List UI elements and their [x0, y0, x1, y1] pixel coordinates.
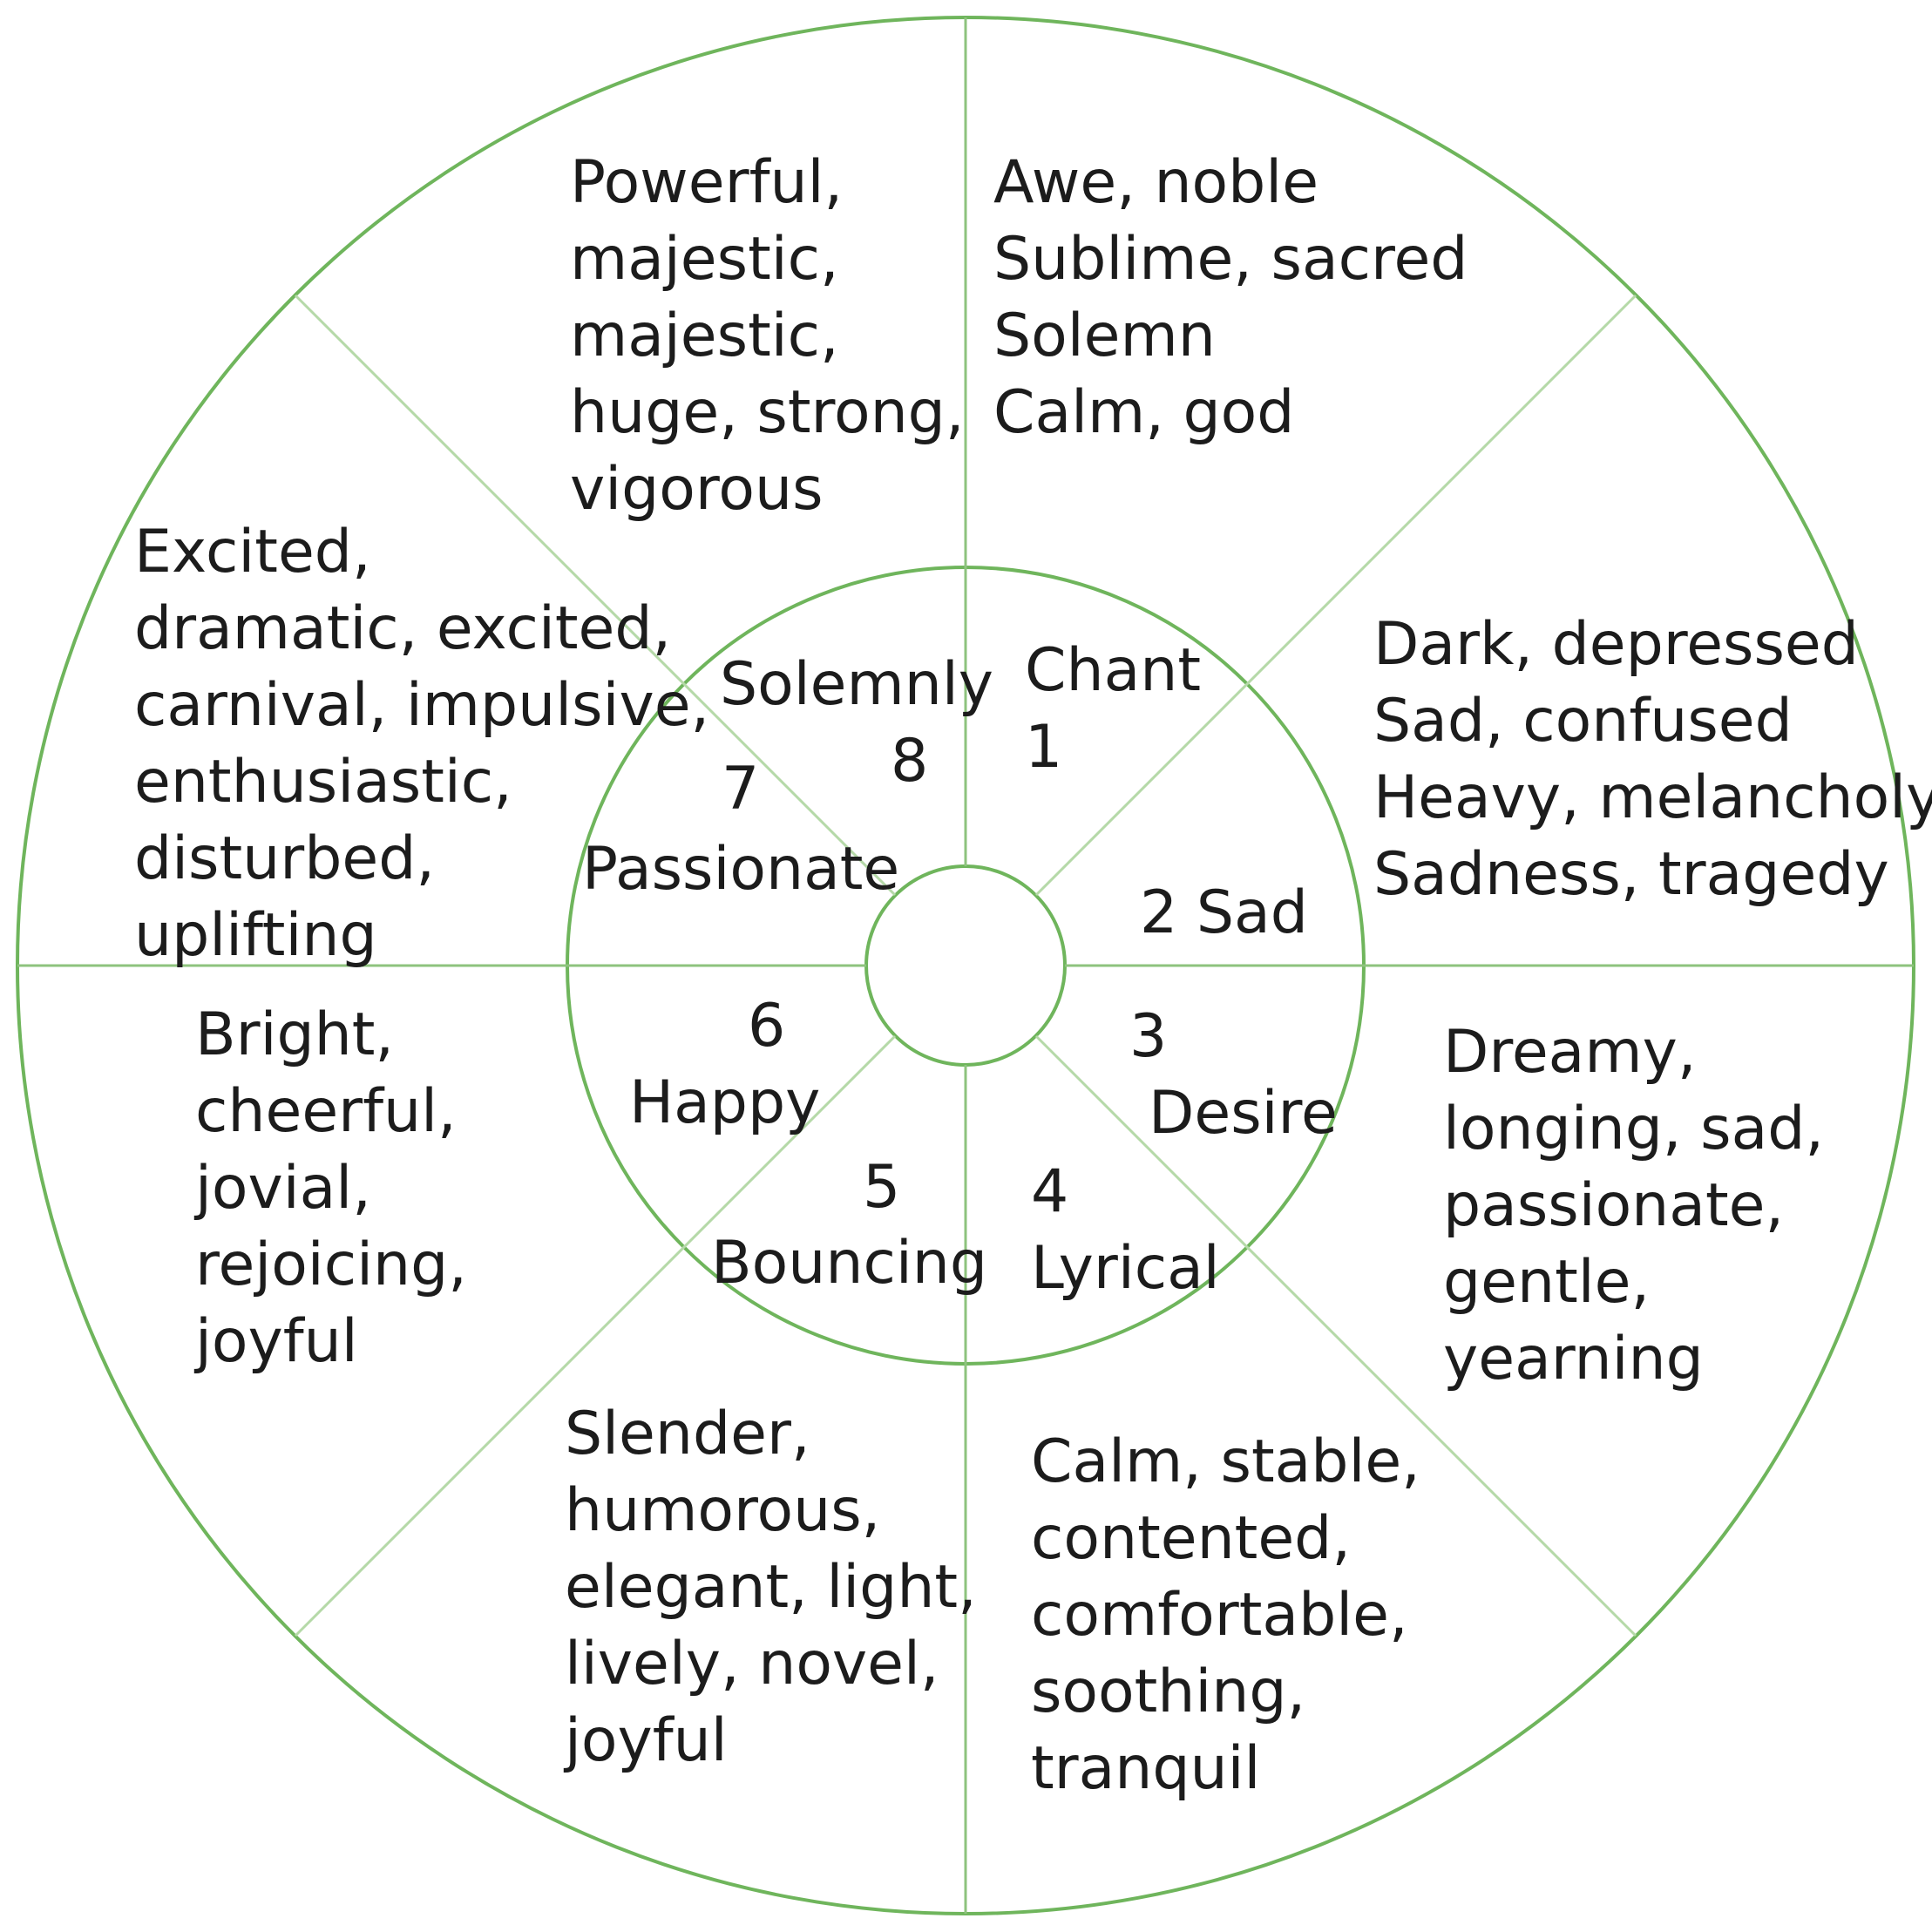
descriptor-line: contented, — [1031, 1504, 1351, 1573]
segment-8-name: Solemnly — [720, 650, 993, 719]
descriptor-line: joyful — [563, 1706, 728, 1775]
descriptor-line: elegant, light, — [565, 1553, 977, 1622]
segment-6-number: 6 — [748, 992, 785, 1061]
descriptor-line: disturbed, — [134, 824, 435, 893]
segment-5-name: Bouncing — [711, 1229, 987, 1298]
descriptor-line: vigorous — [570, 455, 824, 524]
descriptor-line: Awe, noble — [993, 148, 1319, 217]
segment-1-name: Chant — [1025, 636, 1201, 705]
descriptor-line: Excited, — [134, 518, 371, 586]
segment-3-name: Desire — [1149, 1079, 1338, 1148]
descriptor-line: Calm, god — [993, 378, 1294, 447]
segment-3-number: 3 — [1129, 1002, 1167, 1071]
descriptor-line: Slender, — [565, 1400, 810, 1468]
descriptor-line: Dreamy, — [1443, 1018, 1696, 1087]
descriptor-line: huge, strong, — [570, 378, 964, 447]
descriptor-line: jovial, — [193, 1154, 371, 1223]
descriptor-line: Solemn — [993, 302, 1216, 370]
segment-4-number: 4 — [1031, 1157, 1068, 1226]
segment-2-label: 2 Sad — [1140, 878, 1308, 947]
descriptor-line: Dark, depressed — [1373, 610, 1859, 679]
segment-1-descriptors: Awe, noble Sublime, sacred Solemn Calm, … — [993, 148, 1487, 447]
descriptor-line: majestic, — [570, 302, 839, 370]
segment-2-descriptors: Dark, depressed Sad, confused Heavy, mel… — [1373, 610, 1932, 909]
descriptor-line: Sad, confused — [1373, 687, 1793, 756]
segment-4-name: Lyrical — [1031, 1234, 1220, 1303]
descriptor-line: carnival, impulsive, — [134, 671, 709, 740]
descriptor-line: humorous, — [565, 1476, 880, 1545]
descriptor-line: longing, sad, — [1443, 1095, 1824, 1163]
segment-4-descriptors: Calm, stable, contented, comfortable, so… — [1031, 1427, 1439, 1803]
segment-6-descriptors: Bright, cheerful, jovial, rejoicing, joy… — [193, 1000, 485, 1376]
divider-top-right — [1034, 294, 1637, 897]
descriptor-line: enthusiastic, — [134, 748, 512, 817]
divider-bottom-right — [1034, 1034, 1637, 1637]
descriptor-line: Bright, — [195, 1000, 394, 1069]
descriptor-line: cheerful, — [195, 1077, 457, 1146]
segment-1-number: 1 — [1025, 713, 1062, 782]
segment-8-number: 8 — [891, 727, 928, 796]
segment-7-descriptors: Excited, dramatic, excited, carnival, im… — [134, 518, 729, 970]
descriptor-line: rejoicing, — [195, 1230, 467, 1299]
segment-7-number: 7 — [722, 755, 759, 824]
descriptor-line: passionate, — [1443, 1171, 1784, 1240]
descriptor-line: Powerful, — [570, 148, 843, 217]
descriptor-line: yearning — [1443, 1325, 1704, 1393]
descriptor-line: lively, novel, — [565, 1630, 939, 1698]
descriptor-line: gentle, — [1443, 1248, 1650, 1317]
segment-6-name: Happy — [629, 1068, 820, 1137]
descriptor-line: Heavy, melancholy — [1373, 763, 1932, 832]
descriptor-line: Calm, stable, — [1031, 1427, 1420, 1496]
descriptor-line: dramatic, excited, — [134, 594, 671, 663]
divider-top-left — [294, 294, 897, 897]
divider-bottom-left — [294, 1034, 897, 1637]
descriptor-line: majestic, — [570, 225, 839, 294]
segment-8-descriptors: Powerful, majestic, majestic, huge, stro… — [570, 148, 983, 524]
segment-3-descriptors: Dreamy, longing, sad, passionate, gentle… — [1443, 1018, 1843, 1393]
descriptor-line: tranquil — [1031, 1734, 1260, 1803]
descriptor-line: Sadness, tragedy — [1373, 840, 1889, 909]
descriptor-line: joyful — [193, 1307, 358, 1376]
descriptor-line: Sublime, sacred — [993, 225, 1468, 294]
descriptor-line: soothing, — [1031, 1657, 1305, 1726]
segment-7-name: Passionate — [582, 835, 899, 904]
segment-5-descriptors: Slender, humorous, elegant, light, livel… — [563, 1400, 995, 1775]
descriptor-line: comfortable, — [1031, 1581, 1408, 1650]
segment-5-number: 5 — [863, 1153, 900, 1222]
descriptor-line: uplifting — [134, 901, 377, 970]
